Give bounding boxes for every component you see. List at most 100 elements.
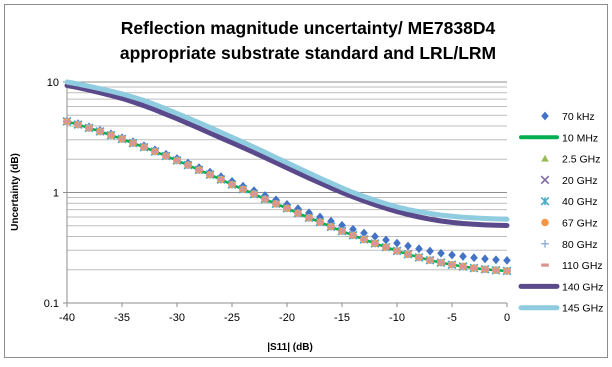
data-point	[74, 122, 82, 127]
y-axis-label: Uncertainty (dB)	[10, 153, 21, 231]
legend-swatch	[541, 111, 549, 121]
x-tick-label: -15	[334, 312, 350, 324]
legend-swatch	[541, 154, 549, 162]
legend-label: 2.5 GHz	[562, 154, 601, 166]
data-point	[503, 255, 511, 265]
legend-label: 20 GHz	[562, 175, 598, 187]
series-140-ghz	[64, 83, 510, 228]
legend-label: 70 kHz	[562, 111, 595, 123]
legend: 70 kHz 10 MHz 2.5 GHz 20 GHz 40 GHz 67 GHz 80 …	[518, 111, 603, 315]
x-tick-label: -5	[447, 312, 457, 324]
legend-swatch	[541, 263, 549, 267]
data-point	[492, 255, 500, 265]
y-tick-label: 0.1	[44, 298, 59, 310]
data-point	[459, 252, 467, 261]
legend-label: 110 GHz	[562, 260, 603, 272]
data-point	[404, 252, 412, 256]
data-point	[349, 233, 357, 237]
data-point	[173, 158, 181, 163]
data-point	[371, 232, 379, 241]
x-tick-label: -25	[224, 312, 240, 324]
data-point	[404, 241, 412, 251]
legend-label: 140 GHz	[562, 281, 603, 293]
data-point	[503, 269, 511, 273]
x-tick-label: 0	[504, 312, 510, 324]
series-line-140-ghz	[64, 83, 510, 228]
data-point	[371, 241, 379, 246]
data-point	[228, 182, 236, 187]
data-point	[239, 187, 247, 191]
data-point	[151, 149, 159, 154]
data-point	[250, 192, 258, 196]
data-point	[129, 141, 137, 145]
data-point	[118, 137, 126, 141]
data-point	[261, 197, 269, 201]
data-point	[349, 224, 357, 234]
legend-item-140-ghz: 140 GHz	[518, 281, 603, 293]
data-point	[184, 163, 192, 167]
data-point	[294, 211, 302, 215]
plot-series	[62, 79, 512, 276]
data-point	[426, 246, 434, 256]
data-point	[272, 202, 280, 206]
data-point	[459, 264, 467, 269]
data-point	[437, 248, 445, 258]
data-point	[283, 206, 291, 210]
data-point	[393, 238, 401, 248]
data-point	[272, 195, 280, 205]
data-point	[437, 261, 445, 265]
legend-label: 145 GHz	[562, 303, 603, 315]
series-line-145-ghz	[64, 79, 510, 222]
legend-item-25-ghz: 2.5 GHz	[541, 154, 601, 166]
data-point	[327, 225, 335, 229]
data-point	[448, 263, 456, 267]
data-point	[415, 255, 423, 259]
data-point	[393, 249, 401, 253]
axes: -40 -35 -30 -25 -20 -15 -10 -5 0 0.1 1 10	[44, 77, 510, 324]
data-point	[338, 220, 346, 230]
data-point	[448, 250, 456, 260]
data-point	[63, 119, 71, 123]
x-tick-label: -10	[389, 312, 405, 324]
data-point	[415, 244, 423, 254]
legend-item-80-ghz: 80 GHz	[541, 239, 598, 251]
legend-swatch	[541, 240, 549, 248]
x-tick-label: -30	[169, 312, 185, 324]
y-tick-label: 1	[53, 188, 59, 200]
data-point	[481, 254, 489, 264]
legend-item-110-ghz: 110 GHz	[541, 260, 603, 272]
data-point	[360, 228, 368, 238]
legend-label: 80 GHz	[562, 239, 598, 251]
data-point	[107, 133, 115, 137]
legend-swatch	[540, 196, 550, 206]
data-point	[305, 216, 313, 220]
legend-label: 10 MHz	[562, 132, 598, 144]
legend-label: 40 GHz	[562, 196, 598, 208]
legend-item-20-ghz: 20 GHz	[540, 175, 598, 187]
data-point	[338, 229, 346, 233]
series-145-ghz	[64, 79, 510, 222]
data-point	[382, 235, 390, 245]
x-tick-label: -35	[114, 312, 130, 324]
data-point	[327, 216, 335, 226]
data-point	[492, 268, 500, 272]
legend-swatch	[540, 175, 550, 185]
chart-title-line-1: Reflection magnitude uncertainty/ ME7838…	[121, 18, 496, 38]
data-point	[316, 220, 324, 224]
data-point	[426, 258, 434, 262]
data-point	[481, 267, 489, 271]
x-tick-label: -40	[59, 312, 75, 324]
gridlines	[67, 81, 507, 304]
data-point	[217, 177, 225, 182]
legend-item-40-ghz: 40 GHz	[540, 196, 598, 208]
x-tick-label: -20	[279, 312, 295, 324]
legend-item-70-khz: 70 kHz	[541, 111, 595, 123]
legend-item-67-ghz: 67 GHz	[541, 218, 598, 230]
chart-border	[4, 4, 608, 358]
data-point	[316, 212, 324, 222]
data-point	[360, 237, 368, 242]
data-point	[162, 154, 170, 158]
data-point	[206, 173, 214, 177]
